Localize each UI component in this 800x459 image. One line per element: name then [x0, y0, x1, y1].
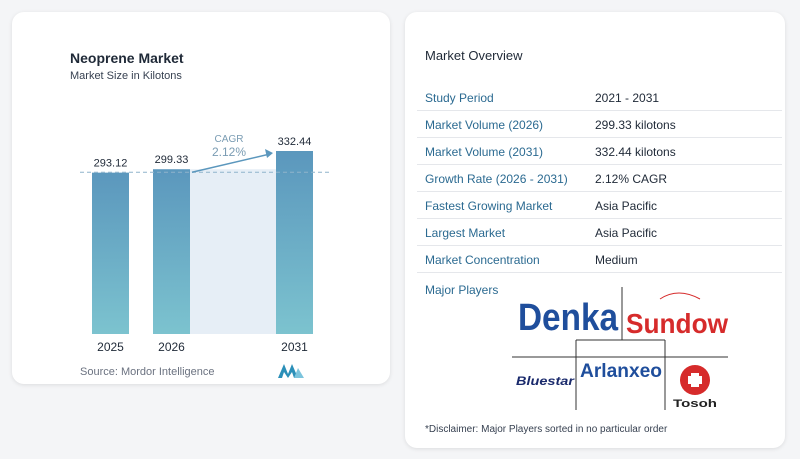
overview-row-value: 299.33 kilotons — [595, 118, 676, 132]
mordor-logo-icon — [278, 364, 304, 378]
cagr-value: 2.12% — [212, 145, 246, 159]
bar — [153, 169, 190, 334]
overview-row: Largest Market Asia Pacific — [417, 219, 782, 246]
chart-title: Neoprene Market — [70, 50, 184, 66]
cagr-label: CAGR — [215, 134, 244, 145]
disclaimer-text: *Disclaimer: Major Players sorted in no … — [425, 424, 668, 435]
bluestar-logo: Bluestar — [516, 374, 576, 388]
arlanxeo-logo: Arlanxeo — [580, 361, 662, 382]
x-tick-label: 2031 — [281, 340, 308, 354]
overview-row: Study Period 2021 - 2031 — [417, 84, 782, 111]
overview-row: Growth Rate (2026 - 2031) 2.12% CAGR — [417, 165, 782, 192]
bar-value-label: 293.12 — [94, 158, 128, 170]
tosoh-logo: Tosoh — [673, 398, 717, 410]
bar — [92, 172, 129, 334]
x-tick-label: 2026 — [158, 340, 185, 354]
overview-row: Market Volume (2031) 332.44 kilotons — [417, 138, 782, 165]
overview-row: Market Concentration Medium — [417, 246, 782, 273]
overview-title: Market Overview — [425, 48, 523, 63]
denka-logo: Denka — [518, 297, 619, 339]
overview-row-label: Largest Market — [425, 226, 506, 240]
source-text: Source: Mordor Intelligence — [80, 366, 215, 378]
overview-row-label: Study Period — [425, 91, 494, 105]
bar-value-label: 332.44 — [278, 136, 312, 148]
overview-row: Fastest Growing Market Asia Pacific — [417, 192, 782, 219]
chart-subtitle: Market Size in Kilotons — [70, 70, 182, 82]
overview-row-label: Market Volume (2031) — [425, 145, 544, 159]
growth-region — [190, 169, 276, 334]
overview-row-label: Market Volume (2026) — [425, 118, 544, 132]
cagr-arrowhead — [265, 149, 273, 158]
overview-row-value: 332.44 kilotons — [595, 145, 676, 159]
overview-row-label: Market Concentration — [425, 253, 540, 267]
overview-row-value: 2021 - 2031 — [595, 91, 660, 105]
overview-row-label: Fastest Growing Market — [425, 199, 553, 213]
bar-value-label: 299.33 — [155, 154, 189, 166]
overview-row-value: Medium — [595, 253, 638, 267]
overview-row-value: Asia Pacific — [595, 226, 658, 240]
overview-row: Market Volume (2026) 299.33 kilotons — [417, 111, 782, 138]
overview-card — [405, 12, 785, 448]
sundow-logo: Sundow — [626, 308, 728, 339]
x-tick-label: 2025 — [97, 340, 124, 354]
major-players-label: Major Players — [425, 283, 499, 297]
overview-row-value: Asia Pacific — [595, 199, 658, 213]
cagr-arrow — [191, 153, 271, 173]
major-players-logos: Denka Sundow Bluestar Arlanxeo Tosoh — [512, 287, 728, 410]
bar — [276, 151, 313, 334]
overview-row-value: 2.12% CAGR — [595, 172, 668, 186]
overview-row-label: Growth Rate (2026 - 2031) — [425, 172, 568, 186]
